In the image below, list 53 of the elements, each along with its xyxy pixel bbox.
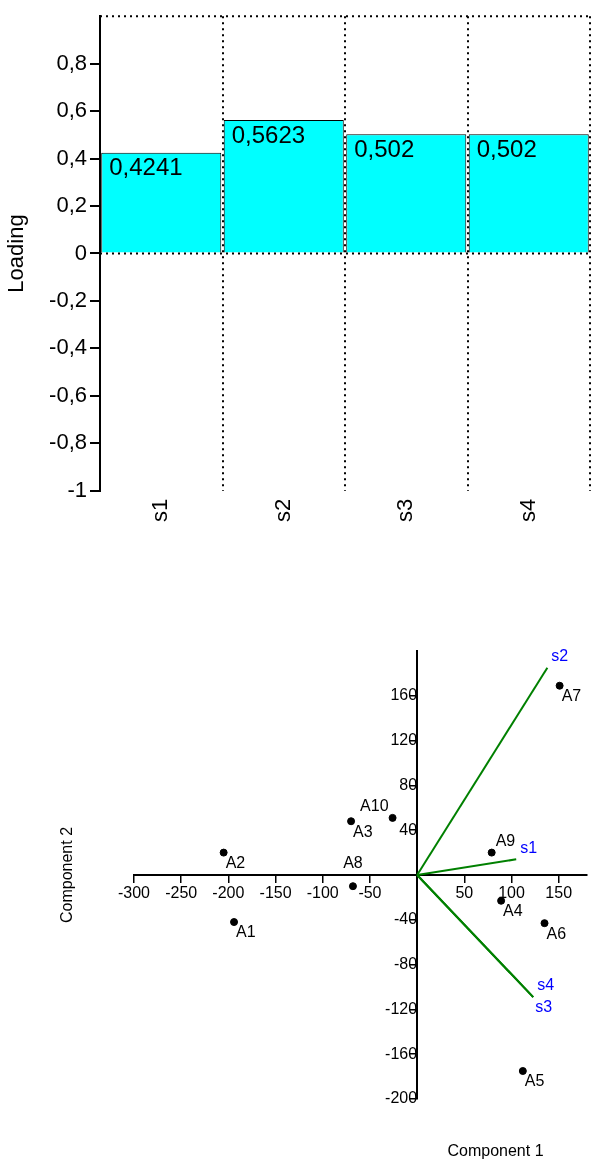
x-tick-label: -300 <box>117 884 151 902</box>
y-tick-label: 0,4 <box>56 144 87 170</box>
annotation: A6 <box>546 924 567 942</box>
y-tick-label: 0 <box>74 239 87 265</box>
annotation: A7 <box>561 687 582 705</box>
y-tick-label: -120 <box>385 999 418 1017</box>
y-tick-label: 120 <box>390 731 418 749</box>
y-tick-label: 80 <box>399 775 418 793</box>
x-tick-label: -50 <box>358 884 382 902</box>
annotation: A5 <box>524 1072 545 1090</box>
annotation: A8 <box>343 853 363 871</box>
x-tick-label: s2 <box>269 498 295 523</box>
data-label: 0,4241 <box>109 153 183 181</box>
x-tick-label: -150 <box>259 884 292 902</box>
x-tick-label: -250 <box>165 884 198 902</box>
y-tick-label: 40 <box>399 820 418 838</box>
annotation: A9 <box>495 832 516 850</box>
x-tick-label: 150 <box>545 884 573 902</box>
y-tick-label: -0,4 <box>49 334 87 360</box>
y-axis-title: Component 2 <box>58 826 76 924</box>
annotation: A10 <box>360 797 389 815</box>
y-tick-label: -80 <box>394 955 418 973</box>
series-label: s1 <box>520 838 538 856</box>
annotation: A2 <box>225 854 246 872</box>
y-axis-title: Loading <box>3 214 29 293</box>
x-tick-label: s4 <box>514 498 540 523</box>
y-tick-label: 160 <box>390 686 418 704</box>
x-tick-label: -100 <box>306 884 339 902</box>
data-label: 0,502 <box>354 134 415 162</box>
annotation: A1 <box>236 923 256 941</box>
y-tick-label: -0,8 <box>49 429 87 455</box>
y-tick-label: 0,8 <box>56 49 87 75</box>
annotation: A4 <box>503 902 523 920</box>
x-tick-label: 100 <box>498 884 525 902</box>
y-tick-label: -40 <box>394 910 418 928</box>
x-tick-label: s3 <box>392 498 418 523</box>
series-label: s3 <box>535 998 553 1016</box>
x-tick-label: 50 <box>455 884 474 902</box>
x-axis-title: Component 1 <box>447 1142 544 1160</box>
series-label: s2 <box>551 647 569 665</box>
y-tick-label: 0,6 <box>56 97 87 123</box>
y-tick-label: -0,6 <box>49 381 87 407</box>
y-tick-label: -0,2 <box>49 287 87 312</box>
y-tick-label: -1 <box>67 476 87 502</box>
annotation: A3 <box>353 822 373 840</box>
y-tick-label: 0,2 <box>56 192 87 218</box>
x-tick-label: s1 <box>147 498 173 523</box>
y-tick-label: -200 <box>385 1089 418 1107</box>
x-tick-label: -200 <box>212 884 245 902</box>
data-label: 0,502 <box>476 134 537 162</box>
y-tick-label: -160 <box>385 1044 418 1062</box>
series-label: s4 <box>537 976 555 994</box>
data-label: 0,5623 <box>231 120 306 148</box>
